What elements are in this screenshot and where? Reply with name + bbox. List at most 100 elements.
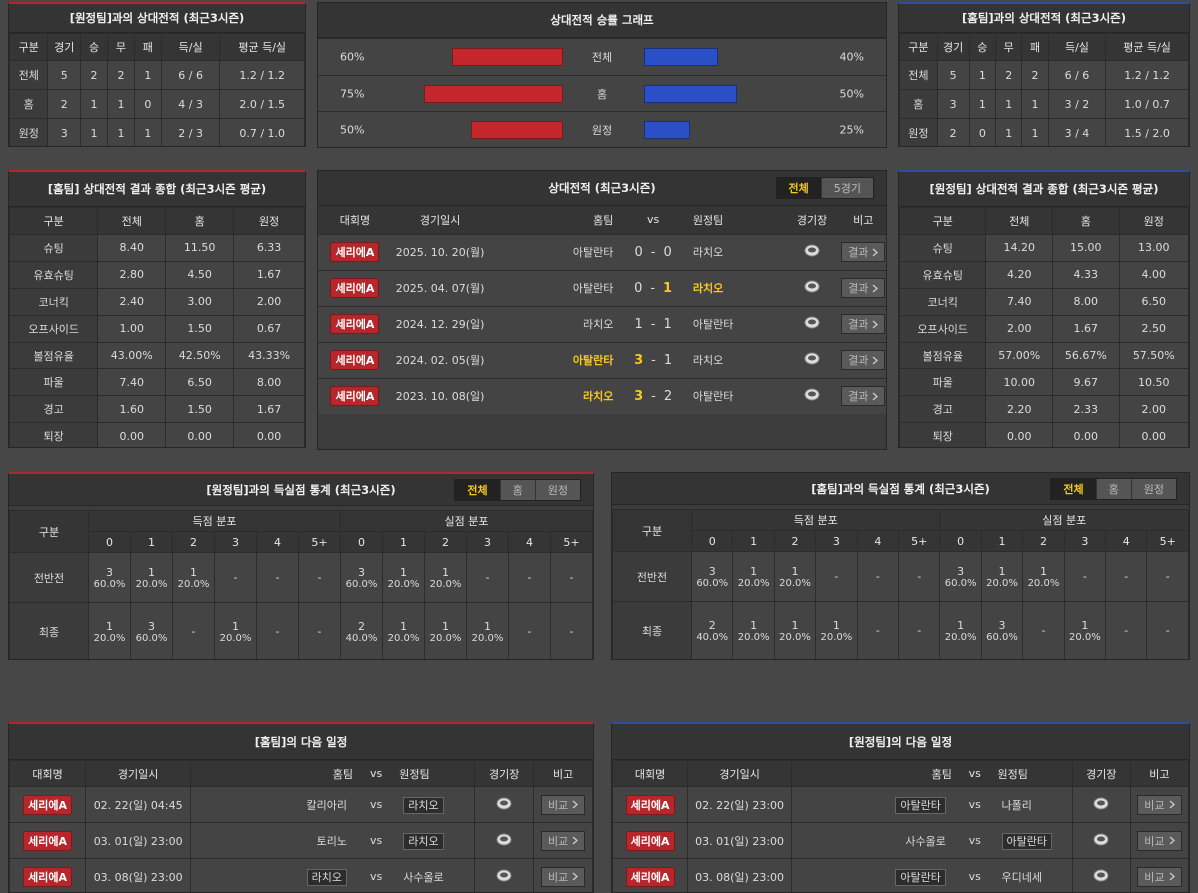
tab[interactable]: 홈 — [499, 479, 535, 500]
chevron-line — [872, 356, 879, 364]
compare-button[interactable]: 비교 — [540, 830, 586, 851]
stats-cell: 1 20.0% — [130, 552, 173, 603]
header-row: 대회명 경기일시 홈팀 vs 원정팀 경기장 비고 — [9, 760, 593, 787]
home-score: 1 — [634, 316, 643, 332]
match-cell — [783, 306, 841, 342]
away-team: 라치오 — [692, 246, 724, 259]
match-cell: 0-0 — [613, 234, 693, 270]
match-cell: 2025. 04. 07(월) — [391, 270, 489, 306]
count: 1 — [106, 619, 113, 633]
result-button[interactable]: 결과 — [841, 386, 886, 407]
away-pct-label: 25% — [839, 123, 864, 137]
count: 3 — [148, 619, 155, 633]
count: - — [527, 625, 532, 638]
compare-button[interactable]: 비교 — [540, 794, 586, 815]
stadium-field — [500, 836, 509, 841]
fixture-cell: 라치오 — [190, 858, 353, 892]
fixture-cell: 비교 — [533, 858, 593, 892]
vs-label: vs — [968, 870, 981, 883]
stats-cell: 3 60.0% — [939, 551, 982, 602]
goal-header: 2 — [1022, 530, 1065, 552]
result-button[interactable]: 결과 — [841, 350, 886, 370]
header-cell: 홈팀 — [190, 760, 353, 787]
compare-button[interactable]: 비교 — [540, 866, 586, 887]
header-row: 대회명 경기일시 홈팀 vs 원정팀 경기장 비고 — [612, 760, 1189, 787]
tab[interactable]: 원정 — [1130, 478, 1176, 499]
result-button[interactable]: 결과 — [841, 242, 886, 262]
match-cell: 라치오 — [692, 234, 784, 270]
tab[interactable]: 전체 — [1051, 478, 1096, 499]
header-cell: 승 — [968, 33, 997, 61]
header-cell: 패 — [1021, 33, 1049, 61]
home-team: 아탈란타 — [572, 354, 614, 367]
match-cell: 세리에A — [318, 342, 392, 378]
vs-label: vs — [968, 834, 981, 847]
percent: 40.0% — [345, 632, 378, 644]
fixture-cell: 사수올로 — [790, 822, 952, 859]
table-cell: 0.00 — [985, 422, 1054, 447]
league-badge: 세리에A — [330, 386, 380, 407]
stadium-field — [500, 800, 509, 805]
matches-table: 대회명 경기일시 홈팀 vs 원정팀 경기장 비고 세리에A 2025. 10. 20(월) 아탈… — [318, 206, 886, 414]
chevron-icon — [572, 872, 579, 881]
count: - — [233, 571, 238, 584]
stats-cell: 1 20.0% — [466, 602, 509, 659]
table-cell: 42.50% — [165, 341, 235, 370]
stadium-icon — [804, 316, 820, 329]
tab[interactable]: 5경기 — [820, 178, 873, 198]
result-button[interactable]: 결과 — [841, 278, 886, 298]
table-cell: 57.50% — [1118, 341, 1189, 370]
result-button[interactable]: 결과 — [841, 314, 886, 334]
header-cell: 구분 — [9, 33, 49, 61]
count: - — [275, 625, 280, 638]
table-cell: 퇴장 — [899, 422, 987, 447]
header-cell: 전체 — [985, 207, 1054, 235]
tab[interactable]: 전체 — [455, 479, 500, 500]
stats-table: 구분 득점 분포 실점 분포 0 1 2 3 4 5+ 0 1 2 3 4 5+ 전반전 3 60.0% 1 20.0… — [9, 510, 593, 659]
header-cell: 승 — [80, 33, 108, 61]
fixture-cell: vs — [353, 858, 400, 892]
tab[interactable]: 홈 — [1095, 478, 1131, 499]
stats-cell: - — [1022, 601, 1065, 659]
tab[interactable]: 원정 — [534, 479, 580, 500]
chevron-icon — [1169, 800, 1175, 809]
header-row: 구분 전체 홈 원정 — [899, 207, 1189, 235]
table-row: 원정 2 0 1 1 3 / 4 1.5 / 2.0 — [899, 118, 1189, 146]
league-badge: 세리에A — [625, 866, 675, 887]
table-cell: 43.33% — [233, 341, 305, 370]
table-cell: 5 — [936, 60, 970, 90]
goal-header: 1 — [980, 530, 1024, 552]
panel-title: [원정팀]과의 득실점 통계 (최근3시즌) 전체 홈 원정 — [9, 474, 593, 506]
tab[interactable]: 전체 — [776, 178, 821, 198]
header-cell: 비고 — [533, 760, 593, 787]
header-cell: 비고 — [840, 206, 886, 234]
away-score: 2 — [663, 388, 673, 404]
header-cell: 평균 득/실 — [219, 33, 305, 61]
stats-row: 최종 2 40.0% 1 20.0% 1 20.0% 1 20.0% - -1 20.0% 3 60.0%… — [612, 601, 1189, 659]
match-cell: 2023. 10. 08(일) — [391, 378, 489, 414]
compare-button[interactable]: 비교 — [1137, 794, 1182, 815]
stats-cell: 1 20.0% — [172, 552, 215, 603]
header-cell: 전체 — [97, 207, 167, 235]
fixture-cell — [474, 858, 535, 892]
match-row: 세리에A 2025. 10. 20(월) 아탈란타 0-0 라치오 결과 — [318, 234, 886, 270]
fixture-cell: 03. 08(일) 23:00 — [687, 858, 792, 892]
fixture-cell: 비교 — [1129, 786, 1189, 823]
table-cell: 1 — [995, 89, 1023, 119]
h2h-right-panel: [홈팀]과의 상대전적 (최근3시즌) 구분 경기 승 무 패 득/실 평균 득/실 전체 5 1 2… — [898, 2, 1190, 147]
table-row: 경고 2.20 2.33 2.00 — [899, 395, 1189, 424]
table-cell: 1.60 — [97, 395, 167, 424]
count: 1 — [442, 619, 449, 633]
stats-cell: - — [1063, 551, 1107, 602]
score-separator: - — [650, 244, 656, 260]
panel-title: [원정팀]의 다음 일정 — [612, 724, 1189, 760]
match-date: 2023. 10. 08(일) — [395, 390, 485, 404]
percent: 20.0% — [429, 578, 462, 590]
data-table: 구분 경기 승 무 패 득/실 평균 득/실 전체 5 1 2 2 6 / 6 1.2 / 1.2 홈 3 1 1… — [899, 33, 1189, 146]
match-cell: 결과 — [840, 270, 886, 306]
compare-button[interactable]: 비교 — [1137, 866, 1182, 887]
compare-button[interactable]: 비교 — [1137, 830, 1182, 851]
fixture-cell: vs — [353, 786, 400, 823]
